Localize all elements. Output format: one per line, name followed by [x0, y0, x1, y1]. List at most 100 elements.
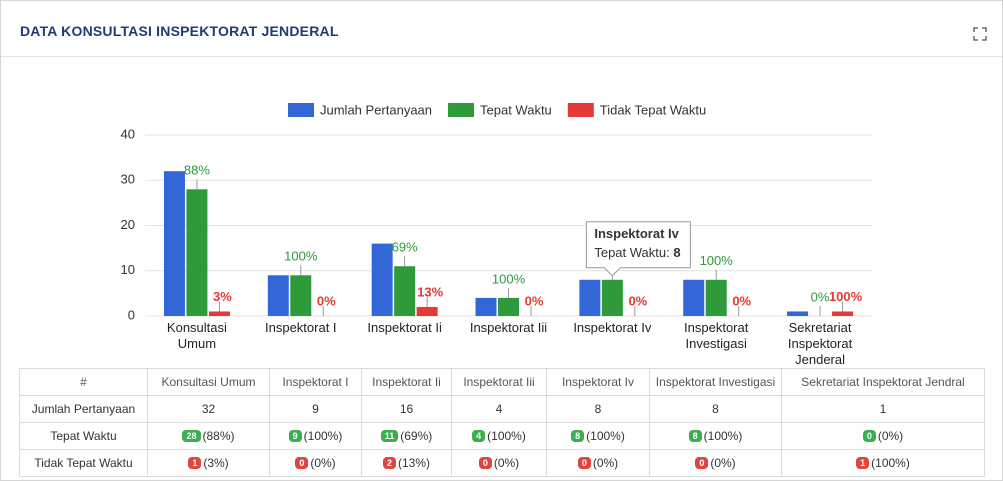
bar	[498, 297, 519, 316]
count-badge: 0	[478, 457, 492, 469]
tooltip-series: Tepat Waktu	[594, 245, 666, 260]
percent-text: (100%)	[703, 429, 743, 443]
table-header-cell: Konsultasi Umum	[147, 368, 270, 396]
table-cell: 8	[649, 395, 782, 423]
panel-title: DATA KONSULTASI INSPEKTORAT JENDERAL	[20, 23, 339, 39]
table-cell: 4 (100%)	[451, 422, 547, 450]
row-label: Tidak Tepat Waktu	[19, 449, 148, 477]
table-header-cell: Sekretariat Inspektorat Jendral	[781, 368, 985, 396]
table-header-cell: Inspektorat Iii	[451, 368, 547, 396]
bar	[416, 306, 438, 316]
count-badge: 0	[862, 430, 876, 442]
x-tick-label: Inspektorat Ii	[367, 320, 442, 335]
percent-text: (69%)	[400, 429, 433, 443]
table-cell: 1 (100%)	[781, 449, 985, 477]
count-badge: 1	[188, 457, 202, 469]
bar	[601, 279, 623, 316]
percent-text: (100%)	[487, 429, 526, 443]
percent-text: (100%)	[586, 429, 625, 443]
y-tick-label: 20	[121, 217, 135, 232]
table-cell: 0 (0%)	[451, 449, 547, 477]
percent-text: (0%)	[877, 429, 904, 443]
tooltip: Inspektorat Iv Tepat Waktu: 8	[585, 221, 691, 277]
percent-text: (88%)	[202, 429, 235, 443]
divider	[1, 56, 1002, 57]
data-label: 100%	[492, 271, 526, 286]
table-cell: 11 (69%)	[361, 422, 452, 450]
percent-text: (13%)	[398, 456, 431, 470]
table-cell: 0 (0%)	[546, 449, 650, 477]
tooltip-sep: :	[666, 245, 673, 260]
bar	[394, 266, 416, 316]
tooltip-value: Tepat Waktu: 8	[594, 245, 680, 260]
y-tick-label: 10	[121, 262, 135, 277]
expand-icon[interactable]	[972, 26, 988, 42]
table-cell: 0 (0%)	[269, 449, 362, 477]
data-label: 0%	[525, 293, 544, 308]
x-tick-label: Konsultasi Umum	[166, 320, 227, 351]
percent-text: (100%)	[303, 429, 343, 443]
legend-swatch	[567, 103, 594, 117]
percent-text: (3%)	[203, 456, 229, 470]
x-tick-label: Inspektorat I	[265, 320, 337, 335]
data-label: 0%	[811, 289, 830, 304]
data-label: 88%	[184, 163, 210, 178]
data-table: # Konsultasi Umum Inspektorat I Inspektorat…	[19, 368, 985, 477]
bar	[787, 311, 809, 316]
count-badge: 8	[688, 430, 702, 442]
legend-swatch	[448, 103, 475, 117]
count-badge: 28	[182, 430, 201, 442]
bar	[267, 275, 289, 316]
data-label: 13%	[417, 284, 443, 299]
data-label: 100%	[284, 249, 318, 264]
percent-text: (0%)	[710, 456, 736, 470]
bar	[683, 279, 705, 316]
legend-label: Tepat Waktu	[480, 102, 552, 117]
table-header-row: # Konsultasi Umum Inspektorat I Inspektorat…	[19, 368, 985, 396]
table-cell: 1 (3%)	[147, 449, 270, 477]
y-tick-label: 30	[121, 172, 135, 187]
count-badge: 11	[380, 430, 399, 442]
bar	[579, 279, 601, 316]
count-badge: 8	[571, 430, 585, 442]
x-tick-label: Inspektorat Investigasi	[684, 320, 749, 351]
table-cell: 1	[781, 395, 985, 423]
percent-text: (100%)	[871, 456, 910, 470]
percent-text: (0%)	[592, 456, 619, 470]
bar	[163, 171, 185, 316]
legend-swatch	[288, 103, 314, 117]
data-label: 100%	[700, 253, 734, 268]
count-badge: 2	[382, 457, 396, 469]
x-tick-label: Sekretariat Inspektorat Jenderal	[787, 320, 853, 367]
data-label: 0%	[628, 293, 647, 308]
table-cell: 8 (100%)	[649, 422, 782, 450]
table-cell: 8	[546, 395, 650, 423]
table-cell: 32	[147, 395, 270, 423]
data-label: 3%	[213, 289, 232, 304]
table-cell: 0 (0%)	[649, 449, 782, 477]
y-tick-label: 0	[128, 307, 135, 322]
tooltip-number: 8	[673, 245, 680, 260]
bar	[290, 275, 312, 316]
table-header-cell: Inspektorat I	[269, 368, 362, 396]
bar	[705, 279, 727, 316]
data-label: 100%	[829, 289, 863, 304]
bar	[208, 311, 230, 316]
bar	[475, 297, 497, 316]
count-badge: 0	[695, 457, 709, 469]
row-label: Tepat Waktu	[19, 422, 148, 450]
percent-text: (0%)	[493, 456, 520, 470]
bar	[832, 311, 854, 316]
x-tick-label: Inspektorat Iv	[573, 320, 652, 335]
table-header-cell: Inspektorat Iv	[546, 368, 650, 396]
data-label: 0%	[732, 293, 751, 308]
count-badge: 1	[856, 457, 870, 469]
count-badge: 0	[295, 457, 309, 469]
table-row: Jumlah Pertanyaan 32 9 16 4 8 8 1	[19, 395, 985, 423]
table-header-cell: Inspektorat Ii	[361, 368, 452, 396]
table-row: Tidak Tepat Waktu 1 (3%) 0 (0%) 2 (13%) 0 (0%) 0(…	[19, 449, 985, 477]
table-row: Tepat Waktu 28 (88%) 9 (100%) 11 (69%) 4 (100%) 8…	[19, 422, 985, 450]
table-cell: 2 (13%)	[361, 449, 452, 477]
chart: 0 10 20 30 40 Jumlah Pertanyaan Tepat Waktu Tid…	[121, 102, 872, 322]
